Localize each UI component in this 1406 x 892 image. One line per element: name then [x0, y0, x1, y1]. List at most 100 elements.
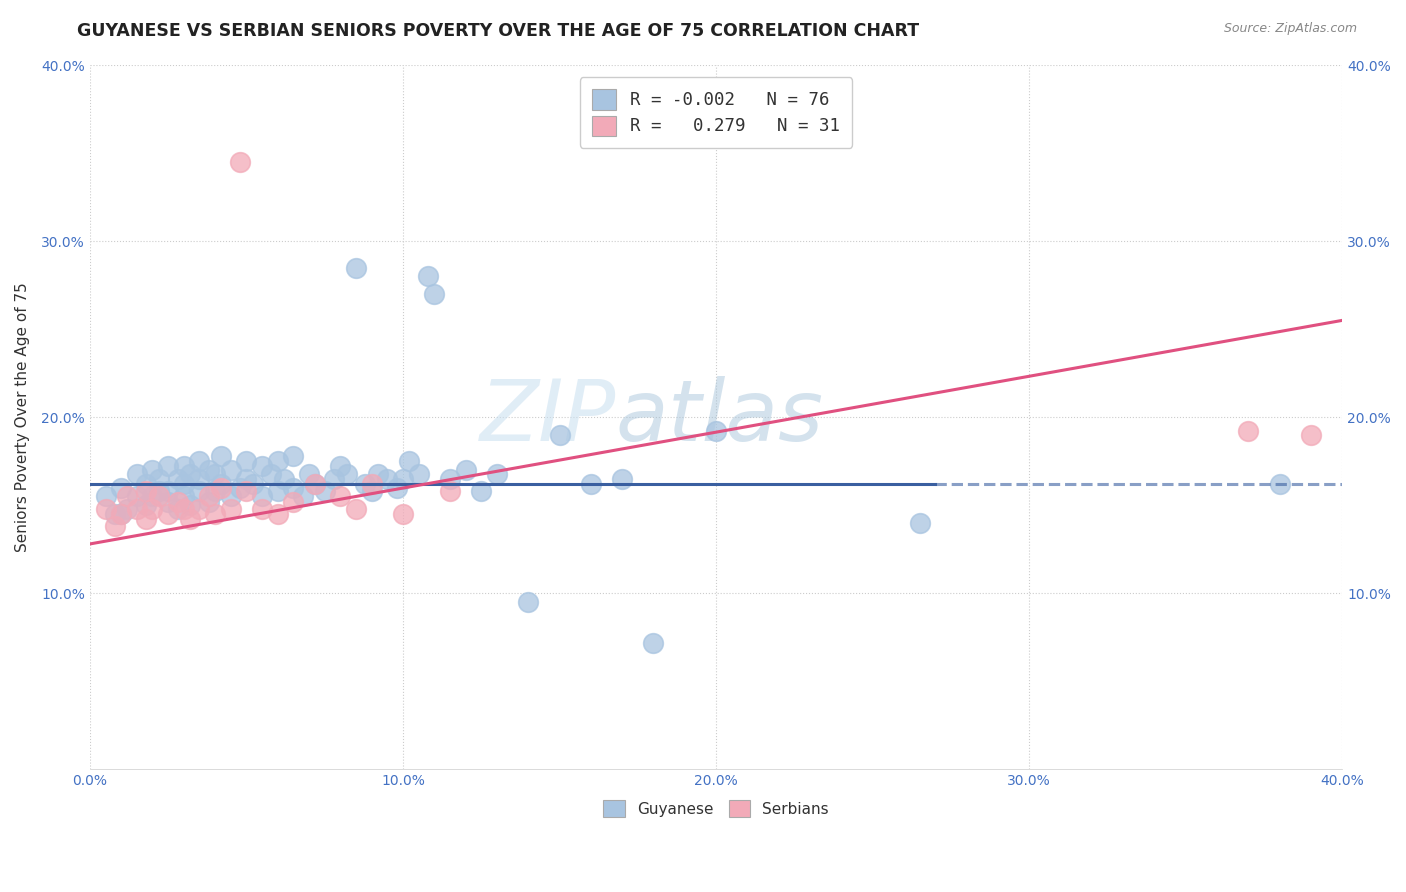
- Point: [166, 501, 188, 516]
- Point: [198, 463, 221, 477]
- Point: [125, 501, 148, 516]
- Point: [1268, 477, 1291, 491]
- Point: [188, 454, 211, 468]
- Point: [125, 490, 148, 504]
- Point: [375, 472, 398, 486]
- Point: [336, 467, 359, 481]
- Point: [204, 507, 226, 521]
- Point: [135, 477, 157, 491]
- Point: [344, 260, 367, 275]
- Point: [110, 507, 132, 521]
- Point: [283, 449, 305, 463]
- Point: [219, 501, 242, 516]
- Point: [179, 467, 201, 481]
- Point: [416, 269, 439, 284]
- Point: [298, 467, 321, 481]
- Point: [141, 490, 163, 504]
- Point: [198, 490, 221, 504]
- Point: [235, 472, 257, 486]
- Point: [173, 477, 195, 491]
- Point: [439, 472, 461, 486]
- Point: [392, 507, 415, 521]
- Point: [548, 427, 571, 442]
- Point: [209, 481, 232, 495]
- Point: [267, 454, 290, 468]
- Point: [148, 472, 170, 486]
- Point: [329, 459, 352, 474]
- Y-axis label: Seniors Poverty Over the Age of 75: Seniors Poverty Over the Age of 75: [15, 283, 30, 552]
- Point: [219, 490, 242, 504]
- Point: [188, 484, 211, 499]
- Point: [367, 467, 389, 481]
- Point: [166, 472, 188, 486]
- Point: [166, 494, 188, 508]
- Point: [908, 516, 931, 530]
- Point: [229, 155, 252, 169]
- Point: [104, 519, 127, 533]
- Point: [267, 507, 290, 521]
- Point: [579, 477, 602, 491]
- Point: [173, 459, 195, 474]
- Point: [283, 481, 305, 495]
- Point: [1237, 425, 1260, 439]
- Text: GUYANESE VS SERBIAN SENIORS POVERTY OVER THE AGE OF 75 CORRELATION CHART: GUYANESE VS SERBIAN SENIORS POVERTY OVER…: [77, 22, 920, 40]
- Point: [94, 501, 117, 516]
- Point: [135, 512, 157, 526]
- Point: [94, 490, 117, 504]
- Point: [204, 467, 226, 481]
- Point: [157, 459, 180, 474]
- Point: [250, 490, 273, 504]
- Point: [173, 501, 195, 516]
- Point: [179, 512, 201, 526]
- Point: [198, 494, 221, 508]
- Point: [304, 477, 326, 491]
- Point: [283, 494, 305, 508]
- Point: [219, 463, 242, 477]
- Point: [117, 501, 139, 516]
- Point: [157, 494, 180, 508]
- Point: [408, 467, 430, 481]
- Point: [314, 484, 336, 499]
- Point: [1299, 427, 1322, 442]
- Point: [141, 463, 163, 477]
- Point: [470, 484, 492, 499]
- Point: [392, 472, 415, 486]
- Point: [117, 490, 139, 504]
- Point: [148, 490, 170, 504]
- Point: [110, 481, 132, 495]
- Point: [398, 454, 420, 468]
- Point: [360, 477, 382, 491]
- Text: ZIP: ZIP: [479, 376, 616, 458]
- Point: [179, 498, 201, 512]
- Point: [454, 463, 477, 477]
- Point: [173, 490, 195, 504]
- Point: [260, 467, 283, 481]
- Point: [188, 501, 211, 516]
- Point: [125, 467, 148, 481]
- Point: [354, 477, 377, 491]
- Point: [323, 472, 346, 486]
- Point: [209, 449, 232, 463]
- Point: [329, 490, 352, 504]
- Point: [485, 467, 508, 481]
- Point: [229, 481, 252, 495]
- Point: [643, 635, 665, 649]
- Point: [157, 507, 180, 521]
- Text: atlas: atlas: [616, 376, 824, 458]
- Text: Source: ZipAtlas.com: Source: ZipAtlas.com: [1223, 22, 1357, 36]
- Point: [439, 484, 461, 499]
- Point: [291, 490, 314, 504]
- Point: [250, 459, 273, 474]
- Point: [148, 484, 170, 499]
- Point: [188, 472, 211, 486]
- Point: [517, 595, 540, 609]
- Point: [135, 498, 157, 512]
- Point: [250, 501, 273, 516]
- Point: [385, 481, 408, 495]
- Point: [235, 484, 257, 499]
- Point: [157, 484, 180, 499]
- Legend: Guyanese, Serbians: Guyanese, Serbians: [596, 792, 837, 825]
- Point: [135, 484, 157, 499]
- Point: [242, 477, 264, 491]
- Point: [141, 501, 163, 516]
